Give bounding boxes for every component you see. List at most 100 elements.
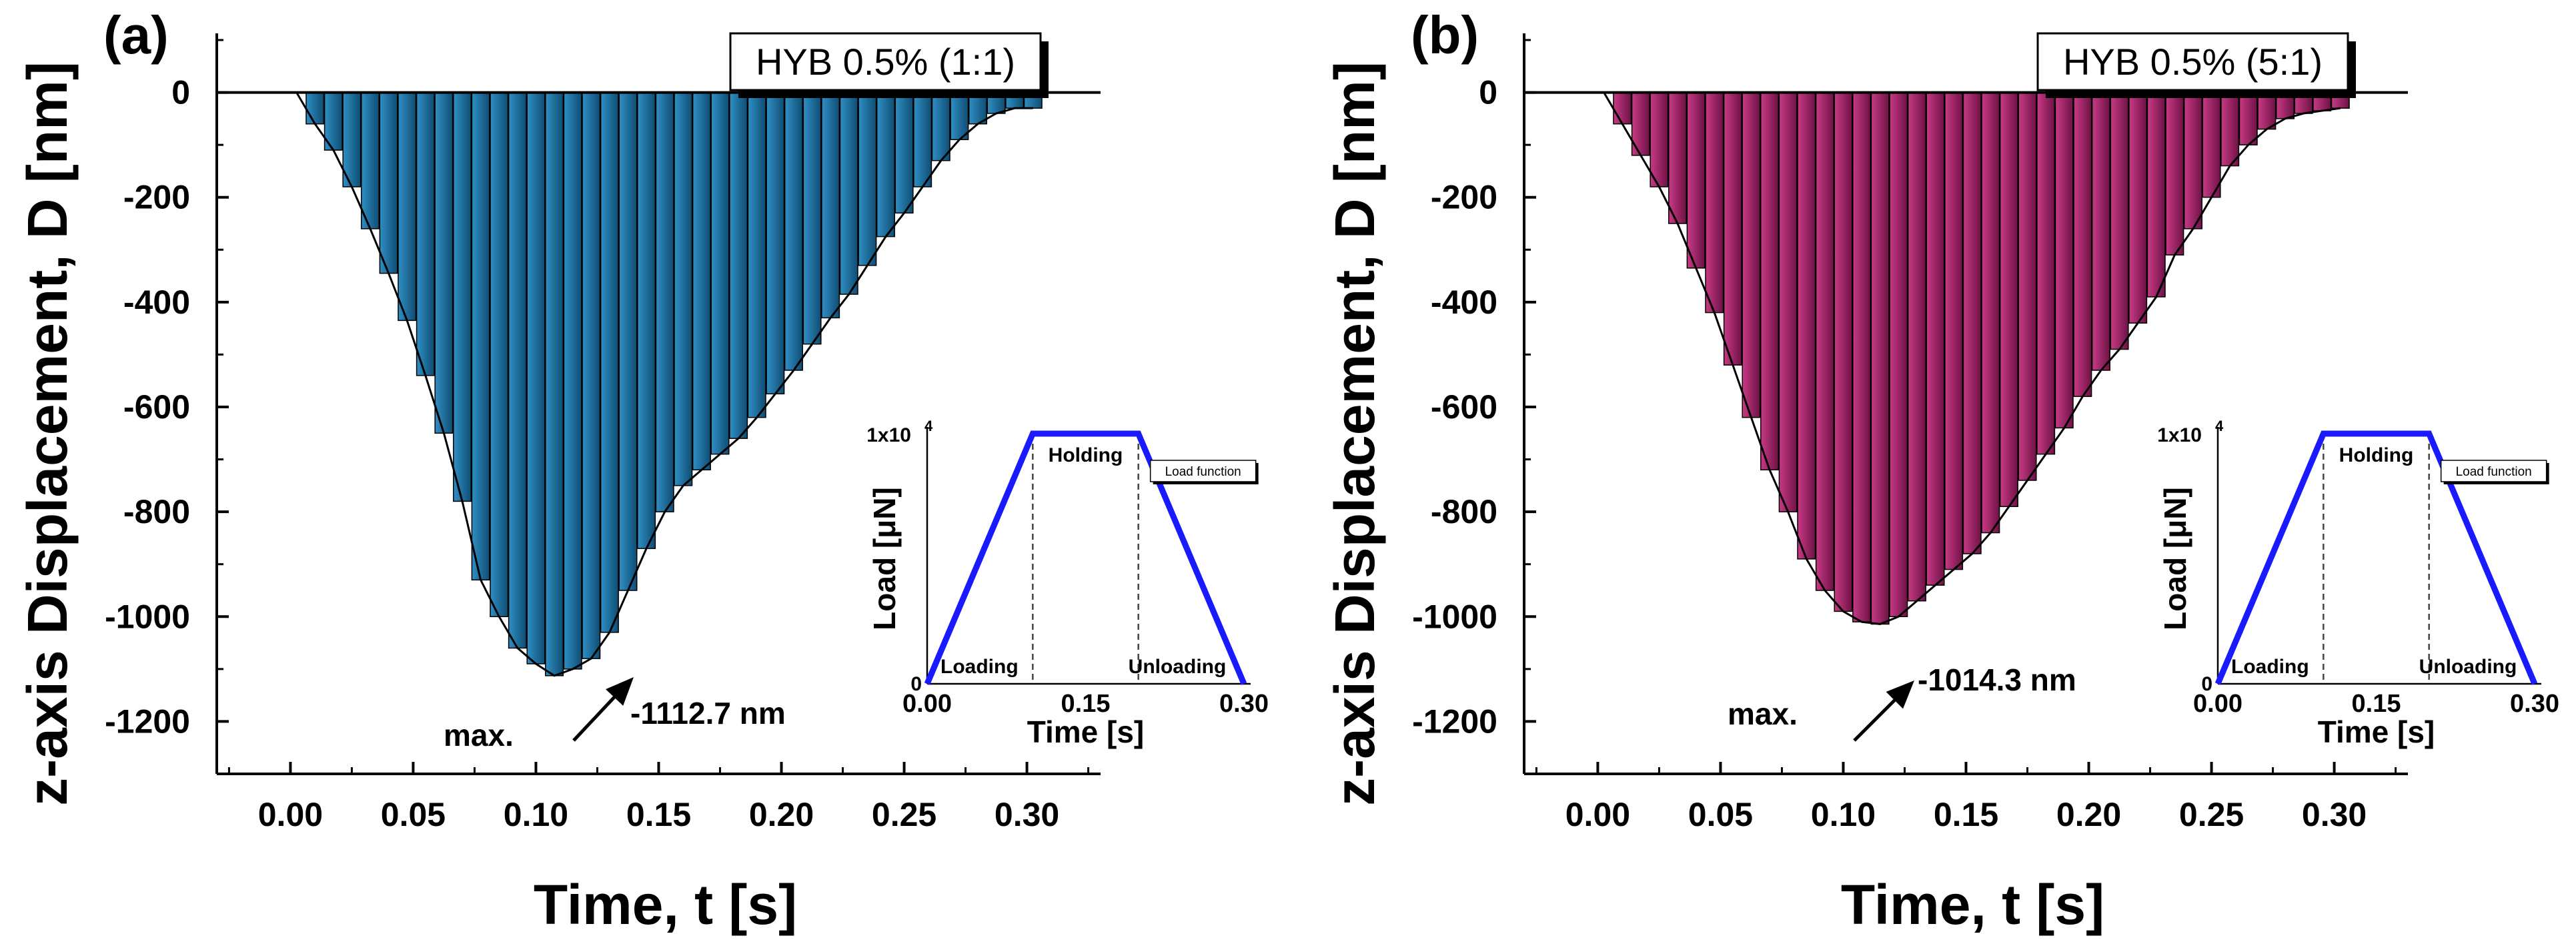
panel-label: (b) bbox=[1411, 5, 1479, 65]
bar bbox=[1962, 91, 1982, 554]
bar bbox=[1907, 91, 1926, 602]
bar bbox=[858, 91, 877, 266]
y-tick-label: -1200 bbox=[1412, 702, 1497, 740]
bar bbox=[1852, 91, 1872, 622]
bar bbox=[508, 91, 527, 649]
y-axis-title: z-axis Displacement, D [nm] bbox=[1323, 61, 1386, 806]
legend-box bbox=[2036, 32, 2349, 91]
inset-y-tick-exponent: 4 bbox=[924, 418, 933, 434]
bar bbox=[894, 91, 914, 214]
y-tick-label: -400 bbox=[123, 284, 190, 321]
bar bbox=[1613, 91, 1632, 125]
bar bbox=[563, 91, 582, 670]
bar bbox=[784, 91, 803, 371]
inset-x-axis-title: Time [s] bbox=[2318, 715, 2435, 749]
bar bbox=[1723, 91, 1742, 366]
y-tick-label: -1200 bbox=[105, 702, 190, 740]
y-tick-label: -200 bbox=[1431, 179, 1497, 216]
y-tick-label: -200 bbox=[123, 179, 190, 216]
bar bbox=[821, 91, 840, 319]
y-tick-label: -600 bbox=[1431, 388, 1497, 426]
bar bbox=[710, 91, 730, 455]
y-tick-label: -1000 bbox=[105, 598, 190, 635]
bar bbox=[2220, 91, 2240, 167]
y-tick-label: -800 bbox=[123, 493, 190, 530]
bar bbox=[1834, 91, 1853, 612]
inset-phase-label-holding: Holding bbox=[1049, 444, 1123, 466]
bar bbox=[674, 91, 693, 486]
inset-load-line bbox=[2214, 430, 2538, 685]
inset-phase-label-holding: Holding bbox=[2339, 444, 2414, 466]
legend-label: HYB 0.5% (5:1) bbox=[2063, 41, 2323, 83]
inset-x-tick-label: 0.15 bbox=[1061, 690, 1111, 718]
inset-x-axis-title: Time [s] bbox=[1027, 715, 1145, 749]
bar bbox=[766, 91, 785, 395]
max-label: max. bbox=[1728, 696, 1798, 731]
x-tick-label: 0.20 bbox=[2056, 796, 2121, 833]
bar bbox=[1889, 91, 1908, 618]
y-tick-label: -800 bbox=[1431, 493, 1497, 530]
y-axis-title: z-axis Displacement, D [nm] bbox=[16, 61, 79, 806]
bar bbox=[2202, 91, 2221, 198]
inset-y-axis-title: Load [μN] bbox=[867, 487, 902, 630]
x-tick-label: 0.30 bbox=[2302, 796, 2367, 833]
inset-x-tick-label: 0.30 bbox=[2510, 690, 2559, 718]
bar bbox=[1999, 91, 2018, 508]
inset-background bbox=[2214, 414, 2544, 688]
inset-background bbox=[923, 414, 1253, 688]
legend-label: HYB 0.5% (1:1) bbox=[756, 41, 1015, 83]
bar bbox=[931, 91, 950, 161]
envelope-line bbox=[1603, 91, 2341, 626]
legend-box bbox=[729, 32, 1042, 91]
inset-x-tick-label: 0.30 bbox=[1219, 690, 1269, 718]
inset-y-tick-label-bottom: 0 bbox=[2201, 673, 2212, 695]
y-tick-label: 0 bbox=[1479, 74, 1497, 111]
max-value-label: -1112.7 nm bbox=[630, 696, 786, 731]
inset-load-function: 1x10 4 00.00 0.15 0.30 Time [s] Load [μN] Loadi… bbox=[2157, 414, 2559, 749]
inset-legend-box bbox=[1149, 460, 1257, 482]
bar bbox=[2036, 91, 2056, 455]
bar bbox=[729, 91, 748, 439]
bar bbox=[950, 91, 969, 141]
inset-legend-label: Load function bbox=[2456, 465, 2532, 479]
max-value-label: -1014.3 nm bbox=[1918, 662, 2076, 697]
x-tick-label: 0.05 bbox=[381, 796, 446, 833]
bar bbox=[1870, 91, 1890, 625]
inset-x-tick-label: 0.15 bbox=[2352, 690, 2401, 718]
bar bbox=[600, 91, 619, 633]
bar bbox=[361, 91, 380, 229]
bar bbox=[471, 91, 490, 581]
bar bbox=[1760, 91, 1780, 471]
max-arrow-head bbox=[1886, 680, 1914, 709]
bar bbox=[839, 91, 858, 295]
x-tick-label: 0.15 bbox=[1934, 796, 1998, 833]
bar bbox=[1944, 91, 1964, 570]
bar bbox=[2073, 91, 2092, 398]
bar bbox=[453, 91, 472, 502]
bar bbox=[2128, 91, 2148, 324]
bar bbox=[490, 91, 509, 618]
bar bbox=[1650, 91, 1669, 187]
bar bbox=[1742, 91, 1761, 418]
inset-y-tick-exponent: 4 bbox=[2215, 418, 2224, 434]
x-tick-label: 0.15 bbox=[626, 796, 691, 833]
bar bbox=[747, 91, 766, 418]
bar bbox=[2165, 91, 2184, 256]
inset-phase-label-unloading: Unloading bbox=[1129, 656, 1227, 678]
bar bbox=[618, 91, 638, 591]
bar bbox=[637, 91, 656, 549]
bar bbox=[655, 91, 674, 512]
bar bbox=[1797, 91, 1816, 560]
x-tick-label: 0.25 bbox=[872, 796, 936, 833]
inset-y-tick-label-top: 1x10 bbox=[2157, 424, 2202, 446]
y-tick-label: -600 bbox=[123, 388, 190, 426]
inset-phase-label-unloading: Unloading bbox=[2419, 656, 2517, 678]
x-axis-title: Time, t [s] bbox=[1841, 873, 2104, 936]
inset-x-tick-label: 0.00 bbox=[2193, 690, 2242, 718]
max-label: max. bbox=[444, 718, 514, 753]
inset-y-axis-title: Load [μN] bbox=[2158, 487, 2192, 630]
bar bbox=[2146, 91, 2166, 298]
envelope-line bbox=[295, 91, 1033, 677]
bar bbox=[876, 91, 895, 238]
inset-y-tick-label-top: 1x10 bbox=[866, 424, 911, 446]
